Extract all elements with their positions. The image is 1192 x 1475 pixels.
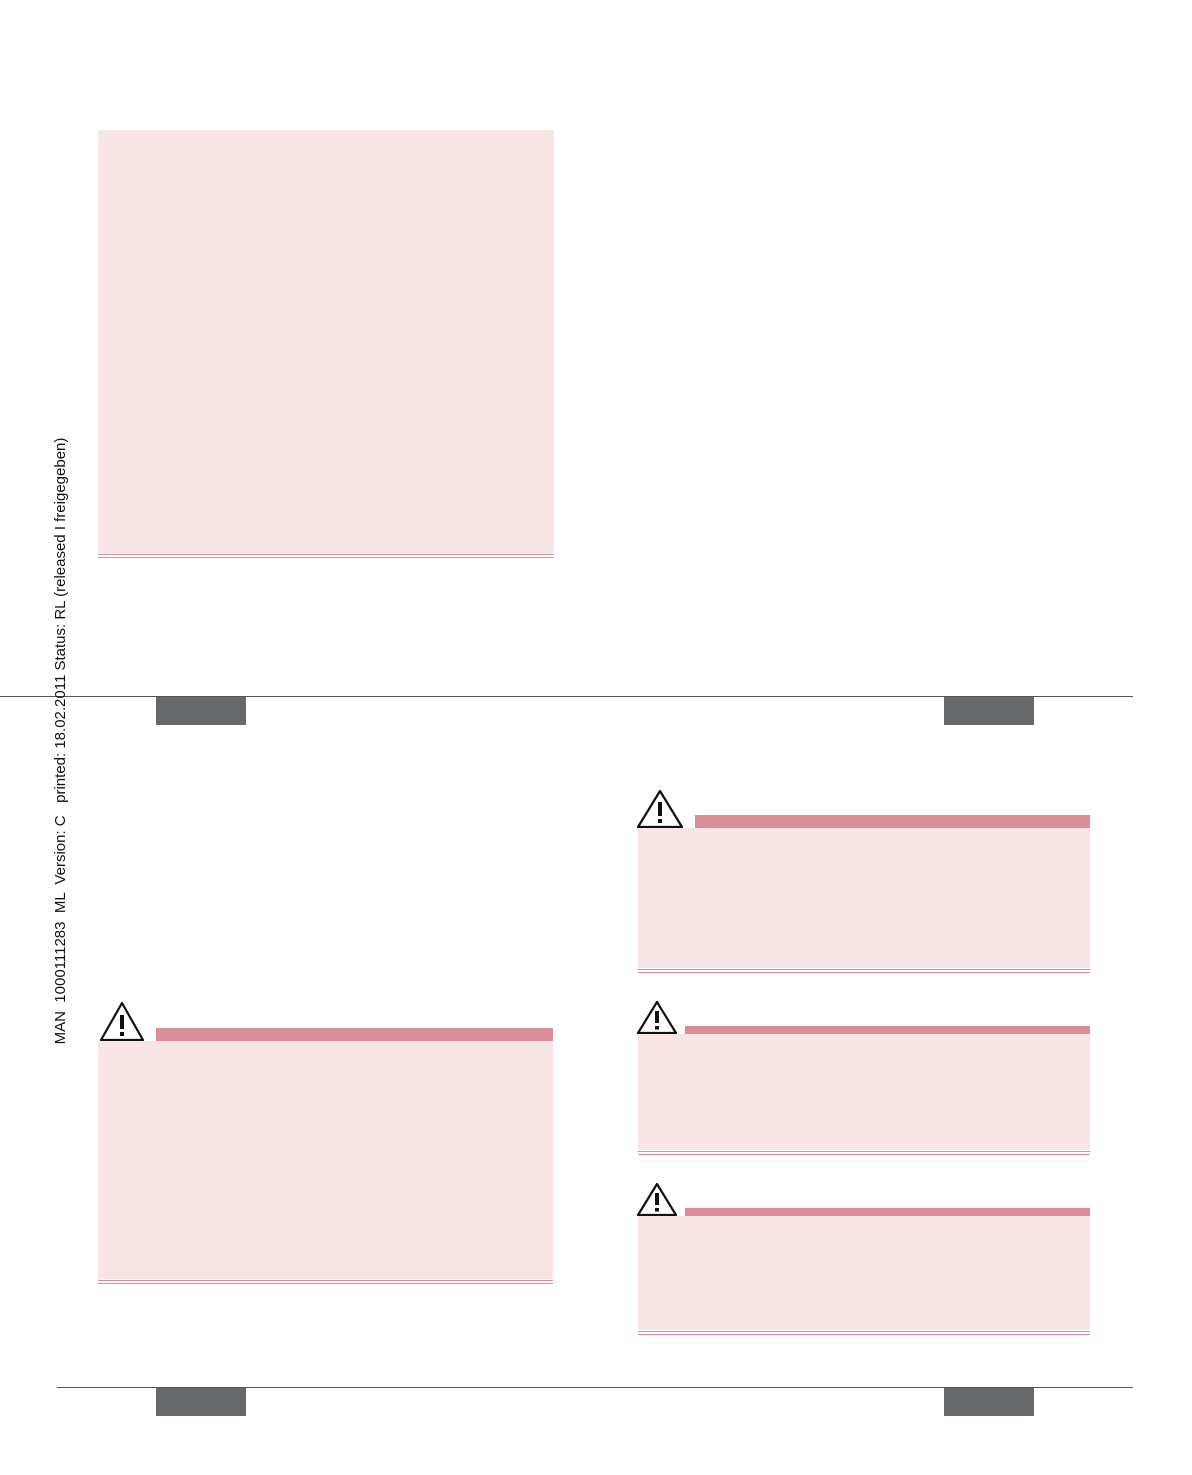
warning-icon — [655, 1208, 659, 1212]
warning-body — [638, 1216, 1090, 1330]
warning-icon — [120, 1015, 124, 1029]
warning-box — [98, 1001, 553, 1284]
warning-icon — [120, 1032, 124, 1036]
warning-icon — [655, 1026, 659, 1030]
note-box — [98, 130, 554, 553]
page-tab — [944, 1388, 1034, 1416]
warning-icon — [658, 802, 662, 816]
warning-icon — [655, 1011, 659, 1023]
warning-header — [685, 1208, 1090, 1216]
warning-body — [638, 1034, 1090, 1150]
page-tab — [156, 697, 246, 725]
warning-header — [156, 1028, 553, 1041]
warning-body — [638, 828, 1090, 968]
warning-icon — [658, 819, 662, 823]
warning-box — [636, 1182, 1090, 1335]
page-tab — [944, 697, 1034, 725]
warning-box — [636, 789, 1090, 973]
page-tab — [156, 1388, 246, 1416]
warning-header — [685, 1026, 1090, 1034]
warning-body — [98, 1041, 553, 1279]
warning-icon — [655, 1193, 659, 1205]
document-info: MAN 1000111283 ML Version: C printed: 18… — [52, 438, 69, 1045]
warning-box — [636, 1000, 1090, 1155]
warning-header — [695, 815, 1090, 828]
